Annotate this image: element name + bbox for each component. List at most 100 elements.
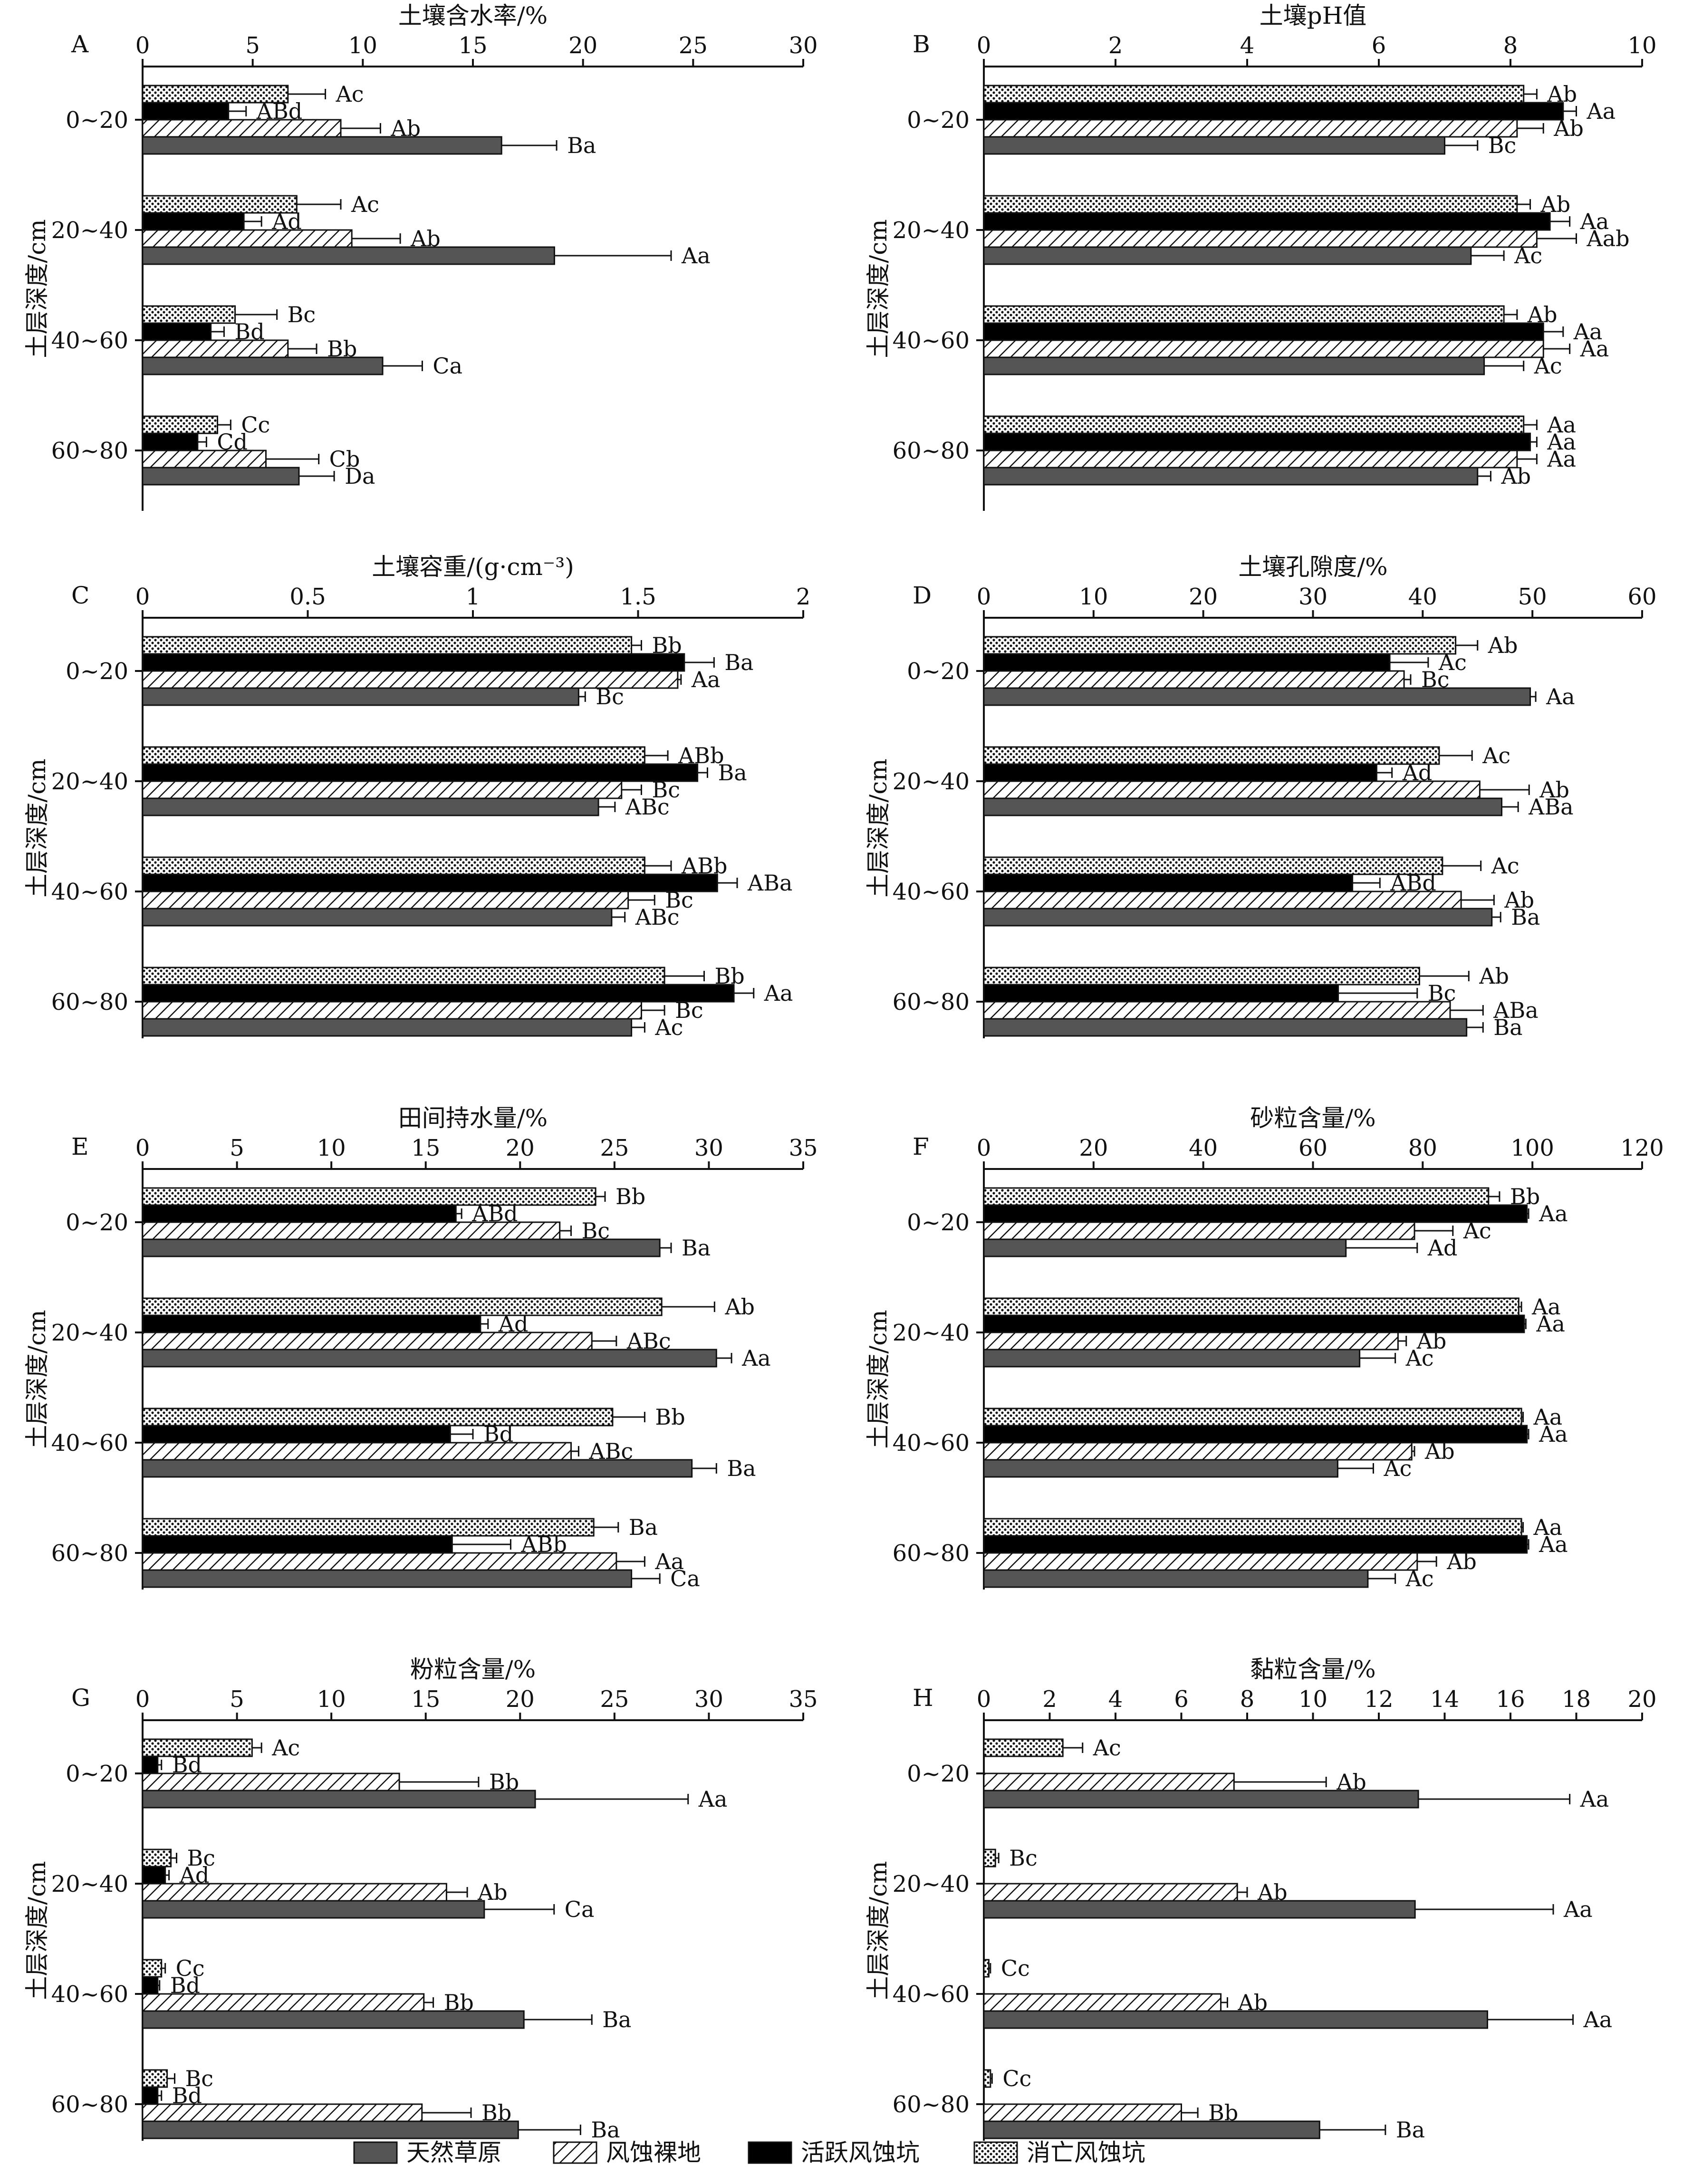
significance-label: Ab	[1539, 777, 1569, 803]
bar-active	[142, 1976, 159, 1995]
y-axis-label: 土层深度/cm	[865, 1310, 892, 1448]
significance-label: Aa	[654, 1549, 684, 1574]
bar-dead	[142, 1959, 163, 1978]
legend-label-bare: 风蚀裸地	[606, 2139, 701, 2166]
x-tick-label: 20	[1079, 1135, 1108, 1161]
significance-label: Aa	[1539, 1532, 1568, 1557]
x-tick-label: 0	[977, 584, 991, 610]
bar-grass	[142, 908, 613, 927]
bar-grass	[983, 1790, 1419, 1809]
chart-title: 田间持水量/%	[398, 1104, 548, 1132]
x-tick-label: 10	[1627, 32, 1656, 59]
bar-grass	[983, 467, 1479, 486]
bar-dead	[983, 305, 1505, 324]
x-tick-label: 6	[1174, 1686, 1189, 1713]
panel-letter: G	[71, 1684, 90, 1712]
bar-bare	[983, 1442, 1413, 1461]
bar-grass	[983, 1900, 1416, 1919]
x-tick-label: 15	[411, 1135, 440, 1161]
bar-grass	[142, 467, 300, 486]
bar-bare	[142, 1442, 572, 1461]
bar-bare	[983, 1221, 1415, 1240]
significance-label: Aa	[1536, 1311, 1565, 1337]
significance-label: Ab	[1553, 115, 1584, 141]
significance-label: Ad	[1427, 1235, 1458, 1261]
significance-label: Bc	[1009, 1845, 1038, 1871]
significance-label: Bc	[596, 684, 624, 709]
significance-label: Cc	[241, 412, 270, 438]
x-tick-label: 30	[694, 1686, 723, 1713]
significance-label: Aa	[1563, 1897, 1593, 1922]
chart-title: 土壤孔隙度/%	[1238, 553, 1387, 581]
bar-grass	[142, 1459, 693, 1478]
x-tick-label: 15	[458, 32, 487, 59]
bar-active	[142, 1204, 457, 1223]
y-tick-label: 20~40	[893, 217, 970, 244]
significance-label: Ba	[727, 1456, 756, 1481]
significance-label: Ac	[1093, 1735, 1121, 1761]
significance-label: Ca	[433, 353, 462, 379]
x-tick-label: 18	[1562, 1686, 1591, 1713]
bar-active	[142, 653, 685, 672]
bar-grass	[983, 908, 1493, 927]
significance-label: Aa	[741, 1345, 771, 1371]
significance-label: Aa	[1547, 429, 1576, 455]
x-tick-label: 1.5	[620, 584, 656, 610]
x-tick-label: 2	[1108, 32, 1123, 59]
bar-grass	[983, 797, 1503, 816]
bar-grass	[142, 1349, 717, 1368]
significance-label: Cc	[1001, 1955, 1030, 1981]
bar-active	[983, 873, 1354, 892]
significance-label: Ba	[591, 2117, 620, 2143]
bar-active	[142, 1314, 481, 1333]
x-tick-label: 0	[135, 32, 150, 59]
panel-letter: F	[913, 1133, 929, 1160]
significance-label: Ab	[1488, 632, 1518, 658]
bar-active	[983, 1204, 1528, 1223]
significance-label: Bc	[288, 302, 316, 327]
panel-letter: E	[71, 1133, 89, 1160]
legend-swatch-active	[748, 2141, 792, 2164]
significance-label: Ba	[1511, 904, 1540, 930]
bar-active	[142, 432, 199, 451]
bar-active	[983, 984, 1339, 1003]
x-tick-label: 2	[1042, 1686, 1057, 1713]
bar-dead	[983, 2069, 991, 2088]
significance-label: Ac	[1383, 1456, 1412, 1481]
bar-dead	[983, 1959, 990, 1978]
y-axis-label: 土层深度/cm	[865, 1861, 892, 2000]
significance-label: Ab	[1446, 1549, 1477, 1574]
x-tick-label: 20	[506, 1135, 535, 1161]
y-tick-label: 20~40	[51, 1871, 128, 1897]
significance-label: Aa	[681, 243, 711, 268]
significance-label: Ac	[336, 81, 364, 107]
chart-title: 粉粒含量/%	[410, 1656, 536, 1683]
x-tick-label: 30	[1298, 584, 1327, 610]
x-tick-label: 0.5	[289, 584, 326, 610]
significance-label: ABa	[747, 870, 792, 896]
x-tick-label: 20	[568, 32, 597, 59]
bar-grass	[142, 1900, 485, 1919]
significance-label: Bb	[615, 1184, 645, 1209]
significance-label: Ac	[1514, 243, 1542, 268]
significance-label: Ac	[1438, 650, 1467, 675]
x-tick-label: 80	[1408, 1135, 1437, 1161]
legend-swatch-grass	[353, 2141, 398, 2164]
legend-swatch-dead	[973, 2141, 1018, 2164]
significance-label: Cc	[1002, 2066, 1031, 2091]
x-tick-label: 2	[796, 584, 811, 610]
y-axis-label: 土层深度/cm	[23, 1861, 51, 2000]
significance-label: Ab	[1479, 963, 1509, 989]
bar-grass	[142, 136, 502, 155]
bar-grass	[983, 687, 1531, 706]
significance-label: Bc	[187, 1845, 215, 1871]
bar-bare	[142, 670, 679, 689]
bar-dead	[142, 967, 665, 986]
bar-bare	[983, 670, 1405, 689]
legend-label-active: 活跃风蚀坑	[801, 2139, 920, 2166]
bar-bare	[983, 780, 1481, 799]
